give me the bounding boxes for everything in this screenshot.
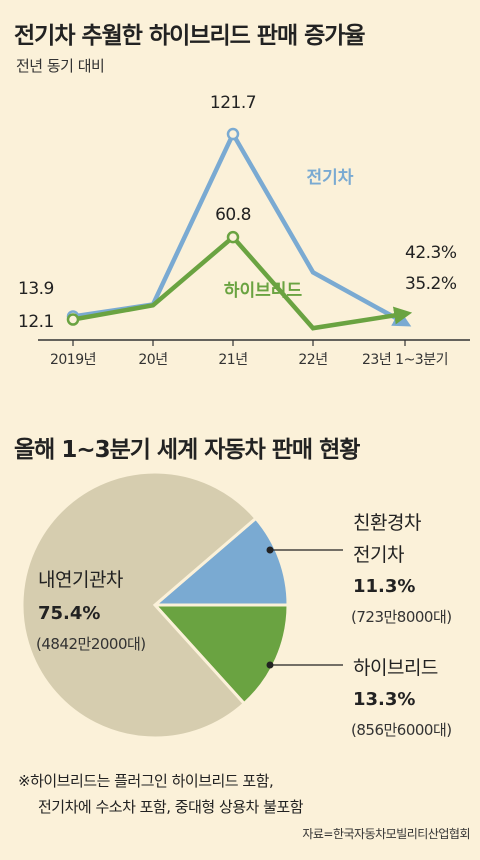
data-label: 121.7	[210, 93, 256, 113]
pie-chart	[20, 470, 343, 740]
pie-chart-title: 올해 1~3분기 세계 자동차 판매 현황	[14, 437, 360, 463]
leader-dot-hybrid	[266, 661, 274, 669]
line-chart-subtitle: 전년 동기 대비	[16, 57, 105, 75]
line-chart-title: 전기차 추월한 하이브리드 판매 증가율	[14, 23, 366, 49]
data-label: 42.3%	[405, 243, 457, 263]
pie-count-hybrid: (856만6000대)	[351, 721, 452, 739]
pie-pct-hybrid: 13.3%	[353, 689, 416, 710]
pie-label-ev: 전기차	[353, 544, 404, 566]
pie-pct-ice: 75.4%	[38, 603, 101, 624]
pie-count-ice: (4842만2000대)	[36, 635, 146, 653]
series-label-ev: 전기차	[307, 168, 354, 188]
footnote-line-2: 전기차에 수소차 포함, 중대형 상용차 불포함	[38, 798, 304, 816]
footnote-line-1: ※하이브리드는 플러그인 하이브리드 포함,	[18, 772, 274, 790]
x-tick-label: 21년	[218, 352, 247, 368]
pie-slice-ev	[150, 516, 290, 607]
data-label: 13.9	[18, 279, 54, 299]
x-tick-label: 22년	[298, 352, 327, 368]
pie-label-hybrid: 하이브리드	[353, 657, 438, 679]
leader-dot-ev	[266, 546, 274, 554]
pie-count-ev: (723만8000대)	[351, 608, 452, 626]
pie-slice-ice	[20, 470, 258, 740]
data-point	[66, 313, 80, 326]
x-tick-label: 20년	[138, 352, 167, 368]
data-label: 12.1	[18, 312, 54, 332]
data-label: 35.2%	[405, 274, 457, 294]
source-credit: 자료=한국자동차모빌리티산업협회	[302, 827, 470, 841]
pie-label-eco: 친환경차	[353, 512, 421, 534]
pie-slice-hybrid	[151, 603, 290, 706]
data-point	[226, 127, 240, 141]
data-label: 60.8	[215, 205, 251, 225]
pie-pct-ev: 11.3%	[353, 576, 416, 597]
series-label-hybrid: 하이브리드	[224, 281, 303, 301]
pie-label-ice: 내연기관차	[38, 569, 123, 591]
x-tick-label: 23년 1~3분기	[362, 352, 448, 368]
data-point	[226, 230, 240, 244]
x-tick-label: 2019년	[50, 352, 96, 368]
